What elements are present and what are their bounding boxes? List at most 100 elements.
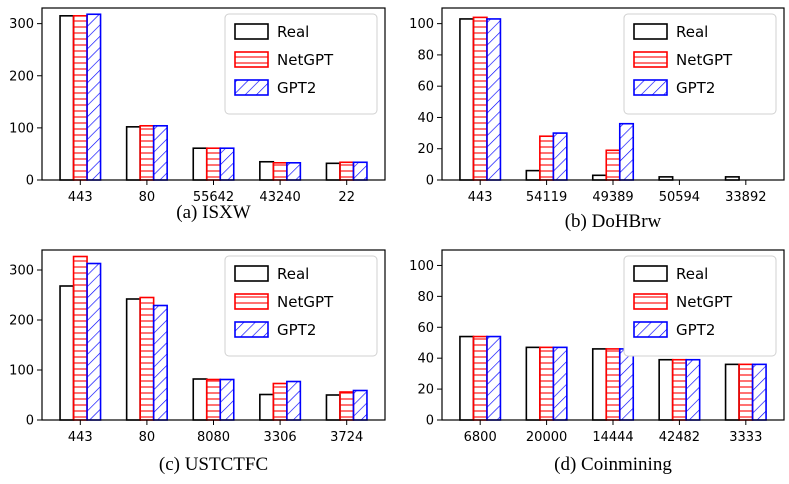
bar-netgpt-8080 bbox=[205, 378, 222, 421]
legend-label-netgpt: NetGPT bbox=[676, 293, 733, 311]
bar-gpt2-22 bbox=[352, 161, 368, 181]
legend: Real NetGPT GPT2 bbox=[224, 255, 378, 357]
legend-swatch-gpt2 bbox=[234, 321, 269, 338]
y-tick-label: 100 bbox=[409, 17, 434, 32]
bar-real-443 bbox=[59, 285, 75, 421]
bar-netgpt-3306 bbox=[272, 382, 288, 421]
legend: Real NetGPT GPT2 bbox=[224, 13, 378, 115]
legend-label-gpt2: GPT2 bbox=[676, 321, 715, 339]
bar-netgpt-3724 bbox=[339, 391, 355, 421]
y-tick-label: 300 bbox=[9, 264, 34, 279]
bar-netgpt-6800 bbox=[472, 335, 488, 421]
legend-swatch-gpt2 bbox=[234, 79, 269, 96]
bar-gpt2-49389 bbox=[618, 122, 635, 181]
y-tick-label: 40 bbox=[417, 111, 434, 126]
chart-caption: (d) Coinmining bbox=[554, 454, 672, 475]
x-tick-label: 80 bbox=[139, 190, 156, 205]
y-tick-label: 60 bbox=[417, 321, 434, 336]
y-tick-label: 40 bbox=[417, 352, 434, 367]
plot-frame bbox=[441, 7, 785, 181]
legend-label-netgpt: NetGPT bbox=[676, 51, 733, 69]
y-tick-label: 100 bbox=[9, 121, 34, 136]
bar-real-6800 bbox=[459, 335, 475, 421]
bar-gpt2-42482 bbox=[685, 358, 701, 421]
x-tick-label: 443 bbox=[68, 430, 93, 445]
bar-gpt2-8080 bbox=[219, 378, 235, 421]
bar-real-49389 bbox=[591, 174, 608, 181]
legend-label-real: Real bbox=[277, 23, 309, 41]
legend: Real NetGPT GPT2 bbox=[623, 255, 777, 357]
x-tick-label: 6800 bbox=[464, 430, 497, 445]
bar-real-20000 bbox=[525, 346, 541, 421]
x-tick-label: 14444 bbox=[592, 430, 633, 445]
x-tick-label: 8080 bbox=[197, 430, 230, 445]
bar-netgpt-443 bbox=[72, 255, 88, 421]
bar-gpt2-3724 bbox=[352, 389, 368, 421]
legend-label-netgpt: NetGPT bbox=[277, 51, 334, 69]
bar-gpt2-6800 bbox=[486, 335, 502, 421]
bar-real-8080 bbox=[192, 378, 208, 421]
bar-real-43240 bbox=[259, 160, 275, 181]
bar-gpt2-20000 bbox=[552, 346, 568, 421]
y-tick-label: 200 bbox=[9, 314, 34, 329]
legend: Real NetGPT GPT2 bbox=[623, 13, 777, 115]
x-tick-label: 20000 bbox=[526, 430, 567, 445]
bar-gpt2-43240 bbox=[286, 162, 302, 181]
legend-label-gpt2: GPT2 bbox=[277, 321, 316, 339]
legend-swatch-gpt2 bbox=[633, 321, 668, 338]
legend-swatch-real bbox=[234, 23, 269, 40]
y-tick-label: 20 bbox=[417, 142, 434, 157]
bar-real-14444 bbox=[591, 348, 608, 421]
bar-real-42482 bbox=[658, 358, 674, 421]
y-tick-label: 0 bbox=[426, 174, 434, 189]
legend-label-gpt2: GPT2 bbox=[277, 79, 316, 97]
legend-swatch-real bbox=[633, 23, 668, 40]
legend-swatch-real bbox=[633, 265, 668, 282]
legend-swatch-netgpt bbox=[234, 293, 269, 310]
chart-caption: (a) ISXW bbox=[176, 202, 250, 223]
plot-frame bbox=[41, 249, 386, 421]
y-tick-label: 200 bbox=[9, 69, 34, 84]
chart-panel-1: 0 100 200 300 443 80 55642 43240 22 Real NetGPT GPT… bbox=[9, 7, 386, 223]
x-tick-label: 3724 bbox=[330, 430, 363, 445]
x-tick-label: 3333 bbox=[729, 430, 762, 445]
y-tick-label: 300 bbox=[9, 17, 34, 32]
x-tick-label: 42482 bbox=[659, 430, 700, 445]
bar-netgpt-43240 bbox=[272, 162, 288, 181]
y-tick-label: 100 bbox=[409, 259, 434, 274]
x-tick-label: 80 bbox=[139, 430, 156, 445]
bar-netgpt-42482 bbox=[671, 358, 687, 421]
y-tick-label: 100 bbox=[9, 364, 34, 379]
x-tick-label: 22 bbox=[338, 190, 355, 205]
bar-gpt2-54119 bbox=[552, 132, 568, 181]
bar-gpt2-443 bbox=[486, 18, 502, 181]
bar-real-55642 bbox=[192, 147, 208, 181]
bar-netgpt-80 bbox=[139, 124, 155, 181]
y-tick-label: 20 bbox=[417, 383, 434, 398]
legend-label-gpt2: GPT2 bbox=[676, 79, 715, 97]
bar-gpt2-3306 bbox=[286, 380, 302, 421]
legend-swatch-real bbox=[234, 265, 269, 282]
chart-panel-4: 0 20 40 60 80 100 6800 20000 14444 42482 3333 Real N… bbox=[409, 249, 785, 475]
bar-real-22 bbox=[325, 162, 341, 181]
legend-swatch-netgpt bbox=[633, 51, 668, 68]
legend-swatch-netgpt bbox=[234, 51, 269, 68]
bar-gpt2-3333 bbox=[751, 363, 767, 421]
chart-panel-2: 0 20 40 60 80 100 443 54119 49389 50594 33892 Real N… bbox=[409, 7, 785, 232]
chart-caption: (b) DoHBrw bbox=[565, 211, 662, 232]
x-tick-label: 50594 bbox=[659, 190, 700, 205]
legend-swatch-netgpt bbox=[633, 293, 668, 310]
x-tick-label: 443 bbox=[468, 190, 493, 205]
legend-label-real: Real bbox=[277, 265, 309, 283]
bar-real-3724 bbox=[325, 394, 341, 421]
x-tick-label: 443 bbox=[68, 190, 93, 205]
bar-gpt2-80 bbox=[152, 124, 168, 181]
bar-gpt2-14444 bbox=[618, 348, 635, 421]
bar-real-443 bbox=[59, 15, 75, 181]
x-tick-label: 3306 bbox=[264, 430, 297, 445]
bar-netgpt-54119 bbox=[539, 135, 555, 181]
bar-netgpt-3333 bbox=[738, 363, 754, 421]
x-tick-label: 43240 bbox=[259, 190, 300, 205]
